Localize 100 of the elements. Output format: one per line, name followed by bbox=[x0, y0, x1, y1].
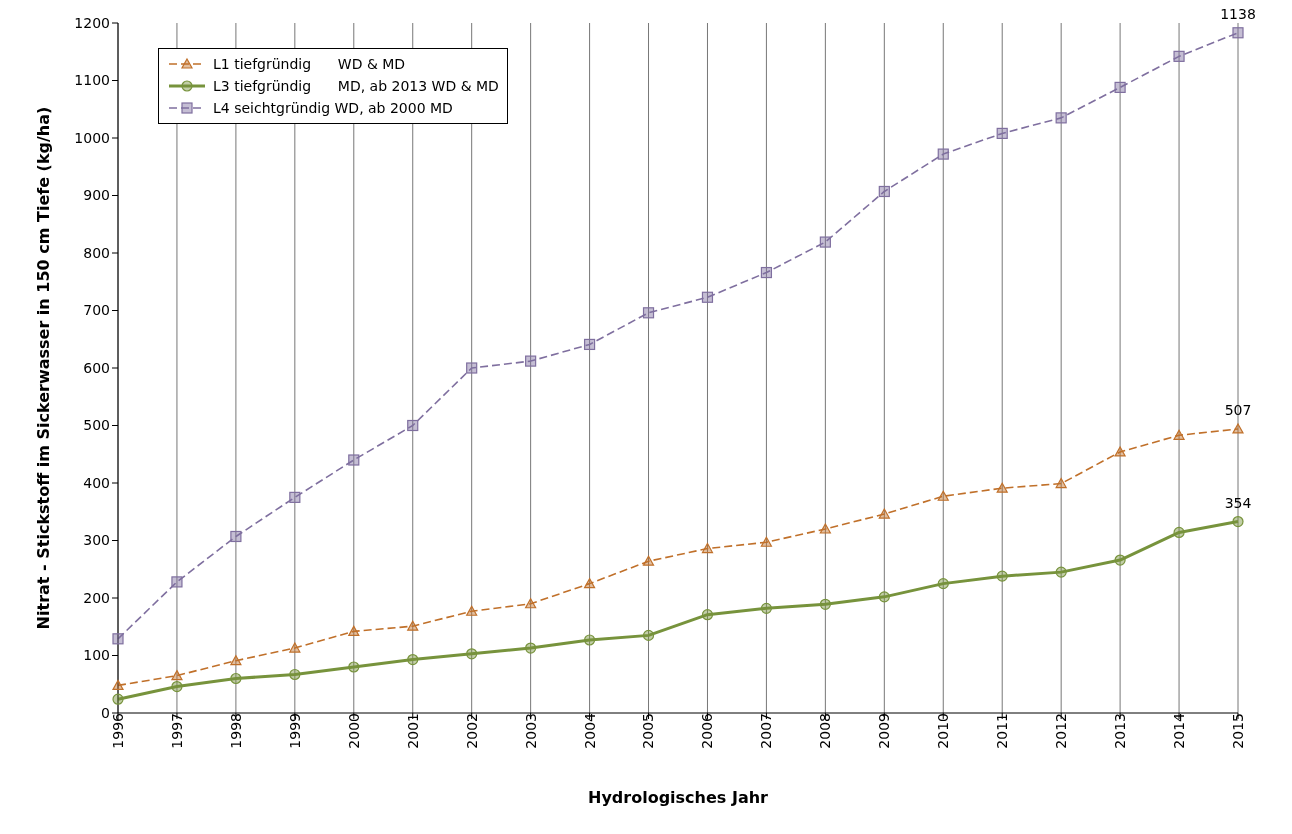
y-tick-label: 500 bbox=[83, 417, 110, 434]
y-tick-label: 800 bbox=[83, 244, 110, 261]
x-tick-label: 2015 bbox=[1229, 713, 1246, 749]
point bbox=[1114, 81, 1126, 93]
y-tick-label: 700 bbox=[83, 302, 110, 319]
y-tick-label: 1200 bbox=[74, 14, 110, 31]
legend-label: L3 tiefgründig MD, ab 2013 WD & MD bbox=[213, 78, 499, 94]
y-tick-label: 900 bbox=[83, 187, 110, 204]
point bbox=[819, 523, 831, 534]
x-tick-label: 2009 bbox=[876, 713, 893, 749]
x-tick-label: 2007 bbox=[758, 713, 775, 749]
x-tick-label: 1999 bbox=[286, 713, 303, 749]
point bbox=[937, 148, 949, 160]
y-axis-title: Nitrat - Stickstoff im Sickerwasser in 150 cm Tiefe (kg/ha) bbox=[33, 106, 53, 630]
point bbox=[1114, 554, 1126, 566]
point bbox=[407, 620, 419, 631]
x-tick-label: 2006 bbox=[699, 712, 716, 749]
point bbox=[1232, 423, 1244, 434]
point bbox=[525, 598, 537, 609]
point bbox=[348, 625, 360, 636]
x-tick-label: 2002 bbox=[463, 713, 480, 749]
annotation: 507 bbox=[1224, 401, 1252, 418]
point bbox=[1055, 477, 1067, 489]
y-tick-label: 1100 bbox=[74, 72, 110, 89]
point bbox=[1114, 446, 1126, 457]
x-axis-title: Hydrologisches Jahr bbox=[588, 788, 769, 807]
x-tick-label: 1998 bbox=[227, 713, 244, 749]
point bbox=[171, 670, 183, 681]
point bbox=[583, 578, 596, 589]
y-tick-label: 200 bbox=[83, 589, 110, 606]
point bbox=[171, 576, 183, 588]
point bbox=[1055, 566, 1067, 578]
point bbox=[642, 629, 655, 641]
x-tick-label: 2011 bbox=[994, 713, 1011, 749]
point bbox=[407, 419, 419, 432]
point bbox=[171, 680, 183, 693]
x-tick-label: 1996 bbox=[109, 712, 126, 749]
y-tick-label: 1000 bbox=[74, 129, 110, 146]
x-tick-label: 1997 bbox=[168, 713, 185, 749]
point bbox=[230, 672, 242, 685]
x-tick-label: 2010 bbox=[935, 713, 952, 749]
annotation: 354 bbox=[1224, 494, 1252, 511]
point bbox=[230, 655, 242, 666]
point bbox=[466, 362, 478, 374]
x-tick-label: 2003 bbox=[522, 713, 539, 749]
point bbox=[407, 653, 419, 666]
legend-label: L1 tiefgründig WD & MD bbox=[213, 56, 406, 72]
point bbox=[937, 578, 949, 590]
legend-label: L4 seichtgründig WD, ab 2000 MD bbox=[213, 100, 453, 116]
point bbox=[996, 570, 1008, 582]
point bbox=[466, 605, 478, 616]
point bbox=[878, 185, 890, 198]
point bbox=[525, 642, 537, 654]
point bbox=[230, 530, 242, 543]
point bbox=[112, 693, 124, 705]
x-tick-label: 2001 bbox=[404, 713, 421, 749]
point bbox=[1232, 515, 1244, 528]
point bbox=[1055, 112, 1067, 124]
point bbox=[112, 679, 124, 690]
point bbox=[1173, 50, 1185, 62]
point bbox=[760, 536, 773, 547]
x-tick-label: 2005 bbox=[640, 713, 657, 749]
text: 1138 bbox=[1220, 5, 1256, 22]
point bbox=[289, 491, 301, 503]
point bbox=[996, 127, 1008, 139]
x-tick-label: 2012 bbox=[1053, 713, 1070, 749]
point bbox=[701, 291, 714, 303]
point bbox=[760, 266, 773, 279]
point bbox=[819, 598, 831, 610]
point bbox=[1173, 429, 1185, 440]
point bbox=[348, 661, 360, 673]
point bbox=[1173, 526, 1185, 539]
x-tick-label: 2000 bbox=[345, 713, 362, 749]
point bbox=[289, 642, 301, 653]
y-tick-label: 100 bbox=[83, 647, 110, 664]
point bbox=[1232, 27, 1244, 39]
y-tick-label: 300 bbox=[83, 532, 110, 549]
y-tick-label: 400 bbox=[83, 474, 110, 491]
point bbox=[878, 508, 890, 519]
x-tick-label: 2008 bbox=[817, 713, 834, 749]
point bbox=[642, 307, 655, 319]
point bbox=[642, 555, 655, 566]
x-tick-label: 2004 bbox=[581, 712, 598, 749]
x-tick-label: 2013 bbox=[1112, 713, 1129, 749]
point bbox=[701, 609, 714, 621]
point bbox=[112, 633, 124, 645]
point bbox=[348, 454, 360, 466]
point bbox=[583, 634, 596, 646]
point bbox=[760, 602, 773, 614]
point bbox=[525, 355, 537, 367]
point bbox=[819, 236, 831, 248]
point bbox=[878, 591, 890, 603]
point bbox=[583, 338, 596, 351]
point bbox=[466, 648, 478, 660]
y-tick-label: 0 bbox=[101, 704, 110, 721]
point bbox=[701, 542, 714, 554]
x-tick-label: 2014 bbox=[1170, 712, 1187, 749]
point bbox=[289, 668, 301, 681]
y-tick-label: 600 bbox=[83, 359, 110, 376]
point bbox=[937, 490, 949, 501]
